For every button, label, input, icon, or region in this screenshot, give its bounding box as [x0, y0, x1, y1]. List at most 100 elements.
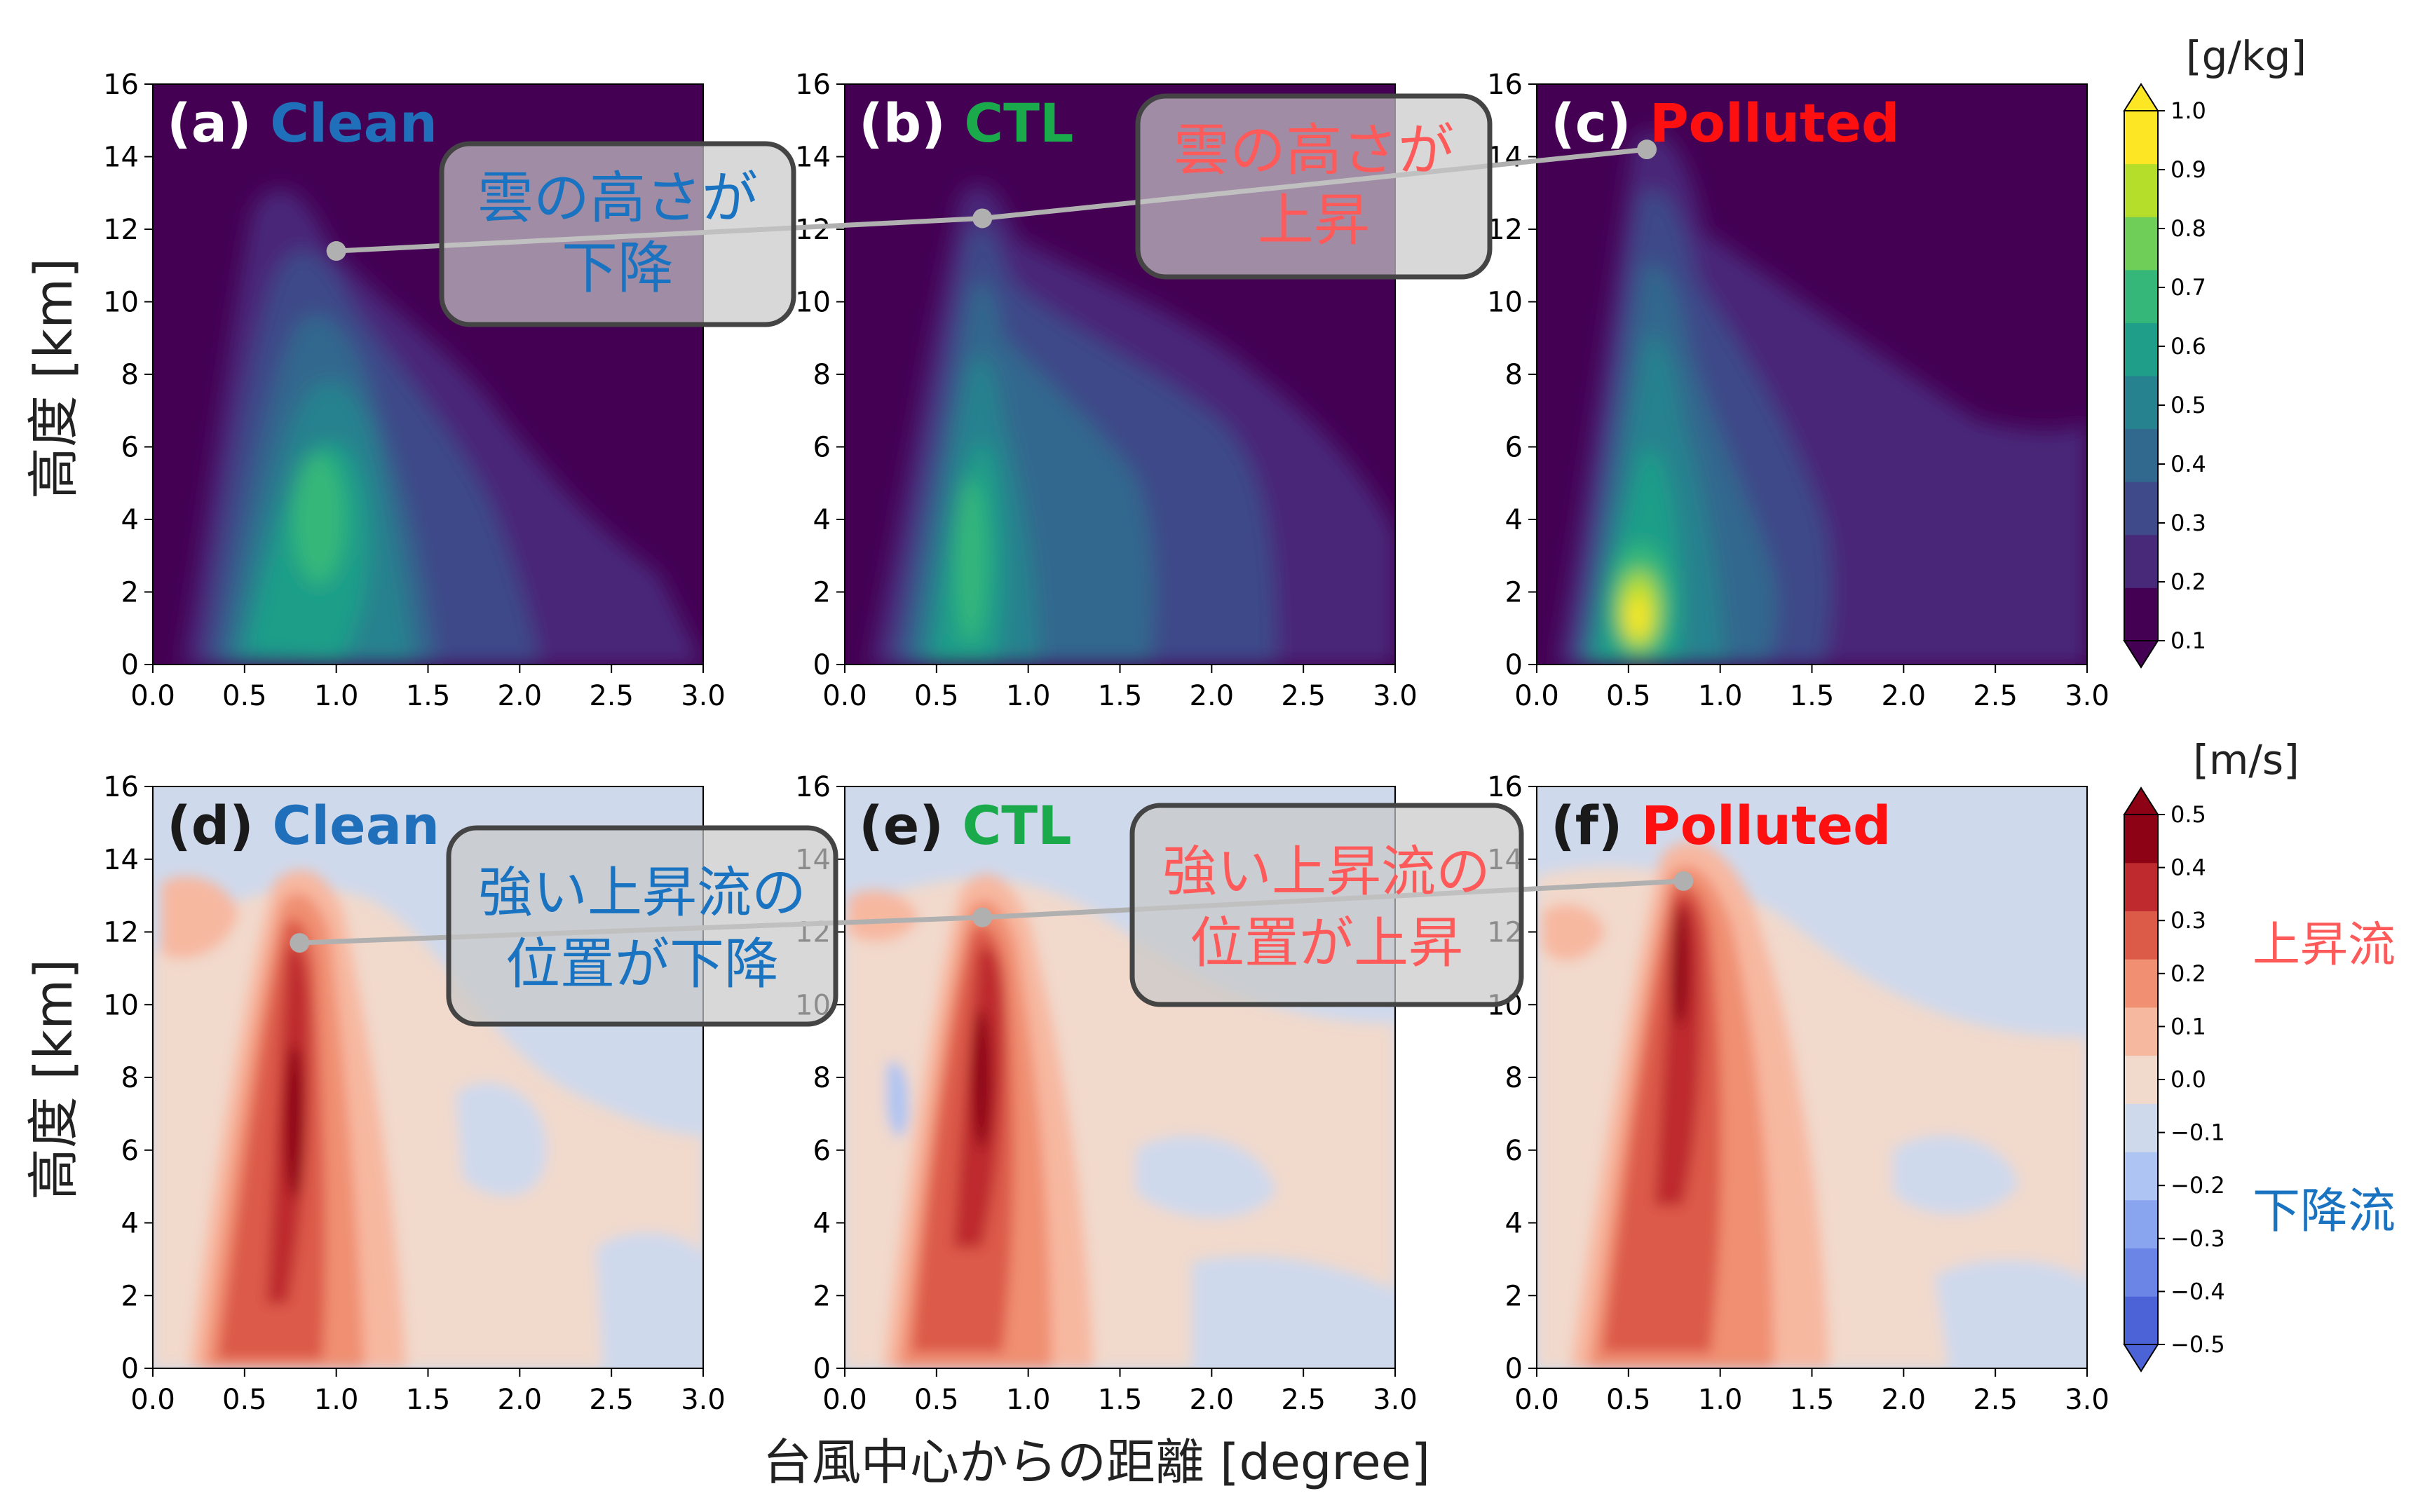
contour-fill	[1136, 1136, 1276, 1218]
contour-fill	[1935, 1260, 2087, 1368]
colorbar-segment	[2124, 111, 2158, 165]
x-tick-label: 3.0	[1373, 680, 1418, 712]
x-tick-label: 1.0	[1006, 680, 1051, 712]
cloud-top-marker	[326, 241, 346, 261]
y-tick-label: 0	[1505, 649, 1523, 681]
callout-top-right-line1: 雲の高さが	[1174, 118, 1454, 183]
contour-fill	[1893, 1135, 2019, 1215]
x-tick-label: 0.0	[130, 1384, 175, 1416]
colorbar-segment	[2124, 1007, 2158, 1056]
y-tick-label: 4	[813, 1208, 831, 1240]
colorbar-tick-label: −0.4	[2171, 1278, 2225, 1305]
panel-case: Clean	[270, 92, 437, 154]
cloud-top-marker	[1637, 139, 1657, 160]
y-tick-label: 6	[813, 432, 831, 464]
panel-letter: (b)	[859, 92, 964, 154]
colorbar-segment	[2124, 959, 2158, 1008]
axes-c: 0.0 0.5 1.0 1.5 2.0 2.5 3.0 0 2 4 6 8 10 12 14 16 (c) Po…	[1487, 69, 2110, 712]
y-tick-label: 10	[103, 989, 139, 1021]
x-tick-label: 1.5	[1790, 1384, 1835, 1416]
colorbar-tick-label: −0.2	[2171, 1172, 2225, 1199]
y-tick-label: 0	[813, 1353, 831, 1385]
x-tick-label: 0.0	[822, 680, 867, 712]
y-axis-label-top: 高度 [km]	[24, 258, 84, 499]
x-tick-label: 0.5	[222, 1384, 267, 1416]
colorbar-frame	[2124, 110, 2159, 641]
colorbar-segment	[2124, 482, 2158, 536]
colorbar-extend-max	[2123, 83, 2159, 111]
callout-top-left: 雲の高さが 下降	[439, 141, 796, 327]
panel-title: (e) CTL	[859, 794, 1072, 857]
colorbar-segment	[2124, 269, 2158, 323]
panel-letter: (c)	[1551, 92, 1650, 154]
colorbar-segment	[2124, 1055, 2158, 1104]
colorbar-cloud-water: 0.1 0.2 0.3 0.4 0.5 0.6 0.7 0.8 0.9 1.0	[2123, 83, 2206, 669]
x-tick-label: 0.5	[914, 680, 959, 712]
y-tick-label: 0	[121, 649, 139, 681]
colorbar-extend-max	[2123, 786, 2159, 815]
x-tick-label: 1.0	[314, 680, 359, 712]
colorbar-tick-label: 0.8	[2171, 215, 2206, 242]
y-tick-label: 8	[1505, 359, 1523, 391]
colorbar-segment	[2124, 1248, 2158, 1297]
panel-b	[844, 83, 1396, 665]
x-axis-label: 台風中心からの距離 [degree]	[763, 1433, 1430, 1491]
x-tick-label: 1.5	[406, 1384, 451, 1416]
x-tick-label: 1.0	[314, 1384, 359, 1416]
cloud-top-marker	[972, 907, 993, 927]
x-tick-label: 2.5	[1281, 680, 1326, 712]
colorbar-segment	[2124, 217, 2158, 271]
panel-title: (a) Clean	[167, 92, 437, 154]
x-tick-label: 3.0	[681, 680, 726, 712]
x-tick-label: 0.5	[222, 680, 267, 712]
panel-case: Clean	[272, 794, 440, 857]
y-tick-label: 2	[1505, 1280, 1523, 1312]
x-tick-label: 0.0	[130, 680, 175, 712]
axes-a: 0.0 0.5 1.0 1.5 2.0 2.5 3.0 0 2 4 6 8 10 12 14 16 (a) Cl…	[103, 69, 726, 712]
panel-title: (c) Polluted	[1551, 92, 1899, 154]
y-tick-label: 14	[103, 844, 139, 876]
cloud-top-marker	[972, 208, 993, 229]
callout-bottom-right-line2: 位置が上昇	[1190, 912, 1463, 975]
y-tick-label: 4	[1505, 504, 1523, 536]
y-tick-label: 8	[813, 359, 831, 391]
y-tick-label: 6	[1505, 1135, 1523, 1167]
contour-fill	[1542, 904, 1605, 961]
colorbar-segment	[2124, 1103, 2158, 1152]
callout-bottom-left: 強い上昇流の 位置が下降	[446, 825, 838, 1027]
x-tick-label: 0.5	[1606, 1384, 1651, 1416]
colorbar-top-unit: [g/kg]	[2186, 32, 2307, 80]
y-tick-label: 16	[1487, 771, 1523, 803]
contour-fill	[887, 1061, 909, 1137]
y-tick-label: 14	[795, 142, 831, 174]
callout-top-right-line2: 上昇	[1258, 188, 1370, 253]
colorbar-extend-min	[2123, 1344, 2159, 1373]
x-tick-label: 1.0	[1698, 1384, 1743, 1416]
axes-d: 0.0 0.5 1.0 1.5 2.0 2.5 3.0 0 2 4 6 8 10 12 14 16 (d) Cl…	[103, 771, 726, 1416]
panel-letter: (d)	[167, 794, 272, 857]
y-tick-label: 8	[121, 1062, 139, 1094]
colorbar-tick-label: 0.1	[2171, 627, 2206, 654]
panel-f	[1536, 786, 2088, 1369]
y-tick-label: 16	[795, 69, 831, 101]
colorbar-tick-label: 0.2	[2171, 960, 2206, 987]
y-tick-label: 2	[121, 1280, 139, 1312]
x-tick-label: 2.5	[1973, 1384, 2018, 1416]
colorbar-segment	[2124, 1199, 2158, 1249]
x-tick-label: 0.5	[1606, 680, 1651, 712]
panel-e-field	[845, 874, 1395, 1368]
x-tick-label: 3.0	[2065, 680, 2110, 712]
panel-case: Polluted	[1641, 794, 1891, 857]
x-tick-label: 1.5	[1098, 1384, 1143, 1416]
x-tick-label: 2.0	[498, 680, 543, 712]
colorbar-tick-label: −0.5	[2171, 1331, 2225, 1358]
panel-letter: (a)	[167, 92, 270, 154]
colorbar-tick-label: 0.3	[2171, 510, 2206, 536]
callout-bottom-right: 強い上昇流の 位置が上昇	[1129, 803, 1524, 1007]
y-tick-label: 6	[121, 1135, 139, 1167]
panel-b-field	[869, 184, 1395, 665]
x-tick-label: 0.0	[822, 1384, 867, 1416]
colorbar-segment	[2124, 163, 2158, 217]
contour-fill	[848, 890, 918, 942]
